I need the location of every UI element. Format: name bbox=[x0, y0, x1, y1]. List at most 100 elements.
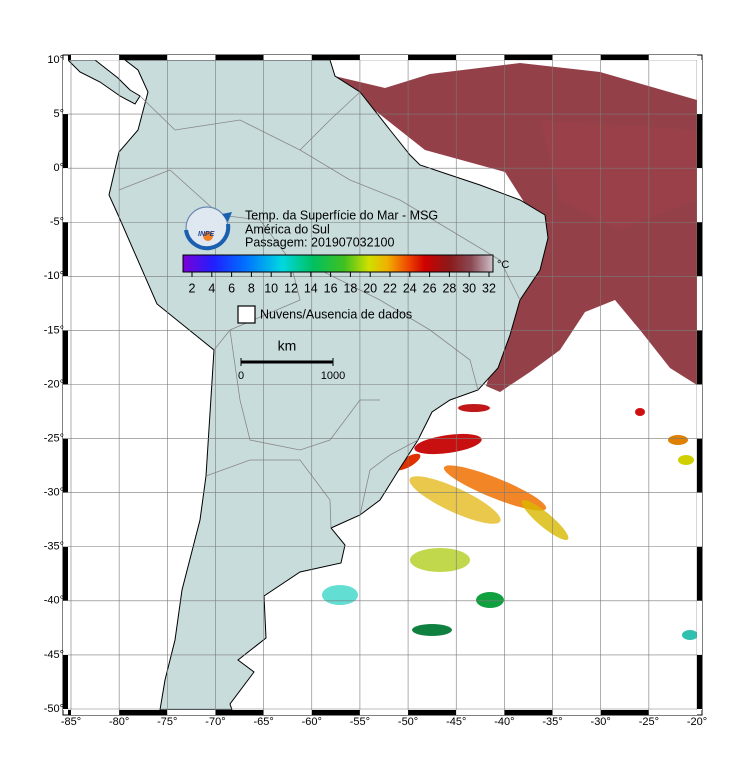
frame-segment bbox=[71, 55, 120, 60]
colorbar-tick-label: 28 bbox=[442, 281, 456, 295]
frame-segment bbox=[408, 710, 457, 715]
sst-patch bbox=[409, 476, 501, 524]
logo-sun bbox=[203, 231, 213, 241]
frame-segment bbox=[408, 55, 457, 60]
sst-patch bbox=[458, 404, 490, 412]
frame-segment bbox=[68, 55, 71, 60]
lon-tick-label: -70° bbox=[205, 716, 225, 728]
sst-patch bbox=[682, 630, 697, 640]
colorbar-tick-label: 20 bbox=[363, 281, 377, 295]
colorbar-tick-label: 16 bbox=[324, 281, 338, 295]
lon-tick-label: -60° bbox=[302, 716, 322, 728]
sst-patch bbox=[410, 548, 470, 572]
lat-tick-label: -45° bbox=[44, 649, 64, 661]
colorbar-tick-label: 24 bbox=[403, 281, 417, 295]
colorbar-tick-label: 2 bbox=[189, 281, 196, 295]
frame-segment bbox=[63, 60, 68, 115]
lon-tick-label: -55° bbox=[350, 716, 370, 728]
frame-segment bbox=[63, 384, 68, 439]
lat-tick-label: -35° bbox=[44, 541, 64, 553]
frame-segment bbox=[119, 710, 168, 715]
frame-segment bbox=[63, 222, 68, 277]
frame-segment bbox=[311, 55, 360, 60]
frame-segment bbox=[697, 492, 702, 547]
sst-patch bbox=[635, 408, 645, 416]
lon-tick-label: -45° bbox=[446, 716, 466, 728]
colorbar-tick-label: 8 bbox=[248, 281, 255, 295]
colorbar-tick-label: 32 bbox=[482, 281, 496, 295]
frame-segment bbox=[504, 55, 553, 60]
sst-patch bbox=[476, 592, 504, 608]
lon-tick-label: -65° bbox=[253, 716, 273, 728]
legend-swatch bbox=[237, 305, 256, 324]
frame-segment bbox=[697, 438, 702, 493]
frame-segment bbox=[697, 654, 702, 709]
colorbar-unit: °C bbox=[497, 259, 509, 271]
lat-tick-label: -30° bbox=[44, 487, 64, 499]
border bbox=[205, 459, 332, 529]
frame-segment bbox=[63, 709, 68, 710]
lon-tick-label: -50° bbox=[398, 716, 418, 728]
frame-segment bbox=[697, 384, 702, 439]
land-central-america bbox=[68, 60, 141, 105]
frame-segment bbox=[600, 55, 649, 60]
logo-arrow bbox=[222, 212, 232, 222]
frame-segment bbox=[697, 546, 702, 601]
sst-patch bbox=[412, 624, 452, 636]
frame-segment bbox=[697, 600, 702, 655]
sst-warm-field bbox=[540, 120, 697, 230]
frame-segment bbox=[697, 709, 702, 710]
lat-tick-label: 5° bbox=[53, 108, 64, 120]
lon-tick-label: -75° bbox=[157, 716, 177, 728]
frame-segment bbox=[697, 168, 702, 223]
border bbox=[299, 149, 521, 301]
frame-segment bbox=[63, 492, 68, 547]
frame-segment bbox=[552, 55, 601, 60]
frame-segment bbox=[63, 114, 68, 169]
logo-text: INPE bbox=[198, 231, 215, 238]
frame-segment bbox=[697, 330, 702, 385]
frame-segment bbox=[63, 546, 68, 601]
colorbar bbox=[182, 254, 494, 273]
sst-patch bbox=[443, 465, 547, 511]
colorbar-ticks: 2 4 6 8 10 12 14 16 18 20 22 24 26 28 30 32 bbox=[189, 272, 496, 295]
lat-tick-label: 10° bbox=[47, 54, 64, 66]
frame-segment bbox=[63, 438, 68, 493]
lat-tick-label: -20° bbox=[44, 378, 64, 390]
frame bbox=[62, 54, 703, 716]
logo: INPE bbox=[184, 206, 232, 251]
sst-patch bbox=[521, 499, 569, 541]
map-region: América do Sul bbox=[245, 222, 330, 236]
lon-tick-label: -85° bbox=[61, 716, 81, 728]
sst-patch bbox=[322, 585, 358, 605]
frame-segment bbox=[119, 55, 168, 60]
lat-tick-label: -15° bbox=[44, 324, 64, 336]
frame-segment bbox=[600, 710, 649, 715]
border bbox=[299, 259, 479, 391]
lat-tick-label: -10° bbox=[44, 270, 64, 282]
frame-segment bbox=[215, 55, 264, 60]
colorbar-tick-label: 18 bbox=[343, 281, 357, 295]
lon-tick-label: -40° bbox=[494, 716, 514, 728]
scale-end: 1000 bbox=[321, 370, 345, 382]
colorbar-tick-label: 10 bbox=[264, 281, 278, 295]
frame-segment bbox=[71, 710, 120, 715]
lon-tick-label: -80° bbox=[109, 716, 129, 728]
frame-segment bbox=[215, 710, 264, 715]
frame-segment bbox=[504, 710, 553, 715]
lat-tick-label: -5° bbox=[50, 216, 64, 228]
sst-patch bbox=[414, 433, 482, 455]
map-title: Temp. da Superfície do Mar - MSG bbox=[245, 208, 438, 222]
border bbox=[118, 169, 301, 351]
legend-label: Nuvens/Ausencia de dados bbox=[260, 307, 412, 321]
scale-start: 0 bbox=[238, 370, 244, 382]
colorbar-tick-label: 30 bbox=[462, 281, 476, 295]
frame-segment bbox=[648, 55, 697, 60]
frame-segment bbox=[648, 710, 697, 715]
colorbar-tick-label: 12 bbox=[284, 281, 298, 295]
frame-segment bbox=[263, 55, 312, 60]
frame-segment bbox=[697, 276, 702, 331]
map-pass: Passagem: 201907032100 bbox=[245, 235, 394, 249]
